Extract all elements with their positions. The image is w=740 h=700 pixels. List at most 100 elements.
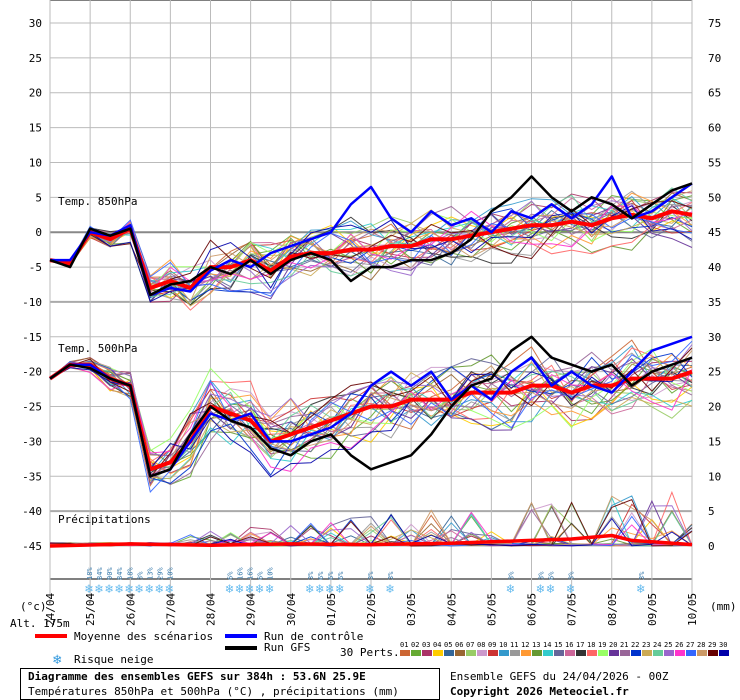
pert-swatch [653,650,663,656]
right-tick-label: 70 [708,52,721,65]
legend-snow-label: Risque neige [74,653,153,666]
pert-number: 04 [433,641,441,649]
right-tick-label: 45 [708,226,721,239]
pert-number: 14 [543,641,551,649]
snow-risk-pct: 3% [568,571,576,580]
snowflake-icon: ❄ [245,582,254,597]
pert-swatch [532,650,542,656]
pert-swatch [565,650,575,656]
chart-title: Diagramme des ensembles GEFS sur 384h : … [28,670,366,683]
perturbation-line [49,212,693,291]
x-tick-label: 03/05 [405,593,418,626]
snow-risk-pct: 3% [638,571,646,580]
gfs-850-line [49,175,693,297]
snowflake-icon: ❄ [53,652,62,668]
snow-risk-pct: 3% [538,571,546,580]
right-tick-label: 65 [708,87,721,100]
pert-swatch [664,650,674,656]
x-tick-label: 04/05 [445,593,458,626]
x-tick-label: 06/05 [526,593,539,626]
snow-risk-pct: 6% [257,571,265,580]
pert-swatch [708,650,718,656]
legend-mean-label: Moyenne des scénarios [74,630,213,643]
pert-swatch [554,650,564,656]
pert-number: 08 [477,641,485,649]
pert-number: 11 [510,641,518,649]
perturbation-line [49,212,693,297]
pert-number: 21 [620,641,628,649]
snow-risk-pct: 6% [327,571,335,580]
left-tick-label: 5 [35,191,42,204]
snowflake-icon: ❄ [235,582,244,597]
left-tick-label: 25 [29,52,42,65]
left-tick-label: -10 [22,296,42,309]
pert-number: 07 [466,641,474,649]
pert-swatch [400,650,410,656]
snow-risk-pct: 6% [317,571,325,580]
snowflake-icon: ❄ [164,582,173,597]
snow-risk-pct: 3% [367,571,375,580]
snow-risk-pct: 16% [237,567,245,580]
left-tick-label: -35 [22,470,42,483]
x-tick-label: 07/05 [566,593,579,626]
left-tick-label: -30 [22,435,42,448]
right-tick-label: 75 [708,17,721,30]
snowflake-icon: ❄ [255,582,264,597]
pert-number: 26 [675,641,683,649]
right-tick-label: 20 [708,401,721,414]
pert-number: 23 [642,641,650,649]
mean-precip-line [49,533,693,548]
pert-swatch [587,650,597,656]
pert-swatch [433,650,443,656]
pert-swatch [488,650,498,656]
pert-number: 06 [455,641,463,649]
x-tick-label: 10/05 [686,593,699,626]
x-tick-label: 27/04 [164,593,177,626]
pert-number: 20 [609,641,617,649]
pert-number: 27 [686,641,694,649]
x-tick-label: 02/05 [365,593,378,626]
pert-swatch [411,650,421,656]
pert-number: 19 [598,641,606,649]
x-tick-label: 01/05 [325,593,338,626]
left-tick-label: -40 [22,505,42,518]
snow-risk-pct: 6% [227,571,235,580]
left-axis-unit: (°c) [20,600,47,613]
pert-number: 29 [708,641,716,649]
pert-swatch [576,650,586,656]
snowflake-icon: ❄ [84,582,93,597]
copyright: Copyright 2026 Meteociel.fr [450,685,629,698]
x-tick-label: 30/04 [285,593,298,626]
snow-risk-row: ❄18%❄84%❄90%❄84%❄18%❄3%❄13%❄29%❄10%❄6%❄1… [84,567,646,597]
perturbation-line [49,340,693,494]
left-tick-label: 20 [29,87,42,100]
snowflake-icon: ❄ [144,582,153,597]
pert-number: 05 [444,641,452,649]
snowflake-icon: ❄ [536,582,545,597]
pert-number: 18 [587,641,595,649]
pert-swatch [521,650,531,656]
x-tick-label: 09/05 [646,593,659,626]
snowflake-icon: ❄ [505,582,514,597]
t850-panel-label: Temp. 850hPa [58,195,137,208]
snow-risk-pct: 18% [126,567,134,580]
perturbation-line [49,356,693,478]
x-tick-label: 08/05 [606,593,619,626]
right-tick-label: 30 [708,331,721,344]
snowflake-icon: ❄ [566,582,575,597]
pert-number: 13 [532,641,540,649]
pert-number: 22 [631,641,639,649]
pert-number: 25 [664,641,672,649]
snowflake-icon: ❄ [636,582,645,597]
snow-risk-pct: 3% [307,571,315,580]
chart-grid [49,0,693,602]
snowflake-icon: ❄ [335,582,344,597]
left-tick-label: 15 [29,122,42,135]
pert-swatch [697,650,707,656]
snowflake-icon: ❄ [325,582,334,597]
snowflake-icon: ❄ [94,582,103,597]
right-tick-label: 55 [708,156,721,169]
pert-swatch [477,650,487,656]
snow-risk-pct: 6% [337,571,345,580]
